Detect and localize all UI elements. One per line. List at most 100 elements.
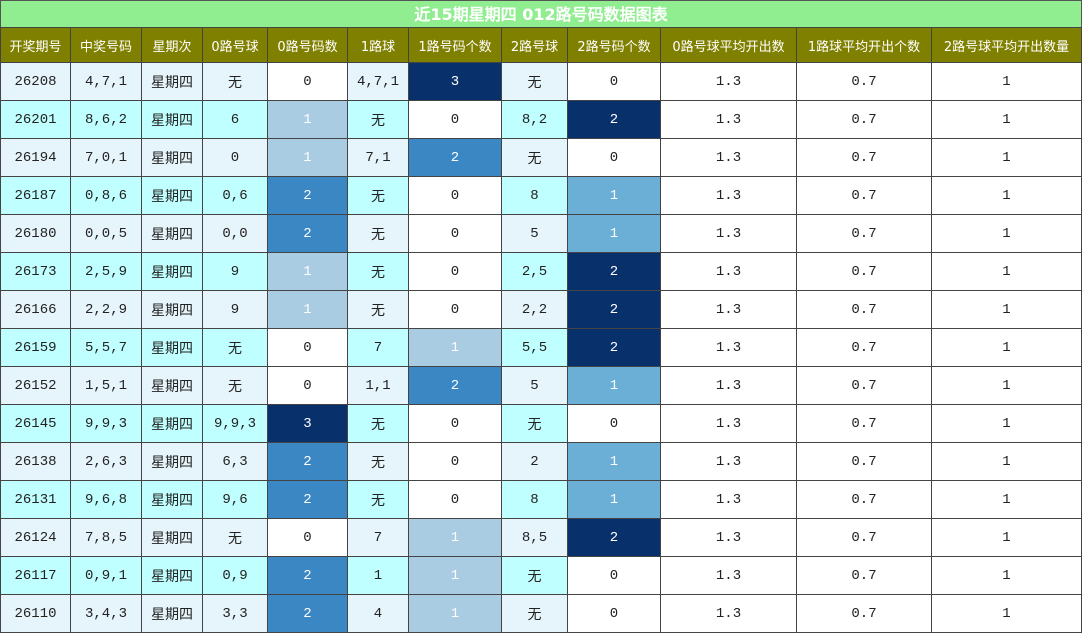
table-cell: 星期四 [142,481,203,519]
table-cell: 0 [409,291,502,329]
table-cell: 1 [568,481,661,519]
header-cell: 开奖期号 [0,27,71,63]
table-cell: 0,9,1 [71,557,142,595]
table-cell: 星期四 [142,329,203,367]
table-cell: 2 [502,443,568,481]
header-cell: 1路球平均开出个数 [797,27,932,63]
table-cell: 7 [348,329,409,367]
table-cell: 26138 [0,443,71,481]
table-cell: 无 [348,291,409,329]
table-cell: 1 [932,481,1082,519]
table-cell: 1 [268,139,348,177]
table-cell: 0.7 [797,291,932,329]
table-cell: 2,2 [502,291,568,329]
header-cell: 中奖号码 [71,27,142,63]
table-cell: 0.7 [797,557,932,595]
table-cell: 9,6,8 [71,481,142,519]
table-cell: 0 [409,177,502,215]
table-cell: 1 [932,177,1082,215]
table-cell: 8,2 [502,101,568,139]
table-cell: 1.3 [661,557,797,595]
table-cell: 26117 [0,557,71,595]
header-cell: 0路号码数 [268,27,348,63]
table-cell: 26180 [0,215,71,253]
table-cell: 无 [203,367,268,405]
table-cell: 无 [203,329,268,367]
table-cell: 1 [568,367,661,405]
table-cell: 0 [409,215,502,253]
header-cell: 星期次 [142,27,203,63]
table-cell: 1 [409,519,502,557]
table-cell: 2,6,3 [71,443,142,481]
table-cell: 26173 [0,253,71,291]
table-cell: 1.3 [661,139,797,177]
table-cell: 无 [203,63,268,101]
table-cell: 4 [348,595,409,633]
table-cell: 0.7 [797,63,932,101]
table-title: 近15期星期四 012路号码数据图表 [0,0,1082,27]
table-cell: 1.3 [661,367,797,405]
table-cell: 0,9 [203,557,268,595]
table-cell: 26145 [0,405,71,443]
table-cell: 5 [502,215,568,253]
table-cell: 1.3 [661,291,797,329]
table-cell: 星期四 [142,63,203,101]
table-cell: 0.7 [797,443,932,481]
table-cell: 星期四 [142,405,203,443]
table-cell: 9,6 [203,481,268,519]
table-cell: 1.3 [661,595,797,633]
table-cell: 7 [348,519,409,557]
table-cell: 1 [932,63,1082,101]
table-cell: 0 [409,443,502,481]
table-cell: 0.7 [797,177,932,215]
table-cell: 1 [932,443,1082,481]
table-cell: 1 [268,291,348,329]
table-cell: 1.3 [661,177,797,215]
table-cell: 1 [409,557,502,595]
table-cell: 26131 [0,481,71,519]
table-cell: 0 [568,557,661,595]
table-cell: 无 [348,443,409,481]
table-cell: 星期四 [142,139,203,177]
table-cell: 1 [568,215,661,253]
table-cell: 0.7 [797,405,932,443]
table-cell: 26159 [0,329,71,367]
table-cell: 2 [568,329,661,367]
header-cell: 2路号球平均开出数量 [932,27,1082,63]
table-cell: 26187 [0,177,71,215]
table-cell: 2,5 [502,253,568,291]
data-table: 开奖期号 中奖号码 星期次 0路号球 0路号码数 1路球 1路号码个数 2路号球 2路号码个数 0… [0,27,1082,633]
table-cell: 0,0 [203,215,268,253]
table-cell: 无 [348,177,409,215]
table-cell: 1.3 [661,405,797,443]
table-cell: 0.7 [797,215,932,253]
table-cell: 1.3 [661,63,797,101]
table-cell: 5,5 [502,329,568,367]
table-cell: 0.7 [797,101,932,139]
table-cell: 1 [348,557,409,595]
table-cell: 无 [502,139,568,177]
table-cell: 星期四 [142,595,203,633]
table-cell: 2,5,9 [71,253,142,291]
table-cell: 3 [268,405,348,443]
table-cell: 0 [268,519,348,557]
table-cell: 0,8,6 [71,177,142,215]
table-cell: 1.3 [661,101,797,139]
table-cell: 2 [409,367,502,405]
table-cell: 1.3 [661,443,797,481]
table-cell: 1 [932,405,1082,443]
table-cell: 7,8,5 [71,519,142,557]
table-cell: 26110 [0,595,71,633]
table-cell: 0,6 [203,177,268,215]
table-cell: 2 [268,557,348,595]
table-cell: 0 [409,405,502,443]
table-cell: 1 [932,139,1082,177]
table-cell: 1,1 [348,367,409,405]
table-cell: 2 [568,253,661,291]
table-cell: 0.7 [797,139,932,177]
table-cell: 8 [502,177,568,215]
header-cell: 0路号球平均开出数 [661,27,797,63]
table-cell: 9 [203,253,268,291]
table-cell: 星期四 [142,291,203,329]
